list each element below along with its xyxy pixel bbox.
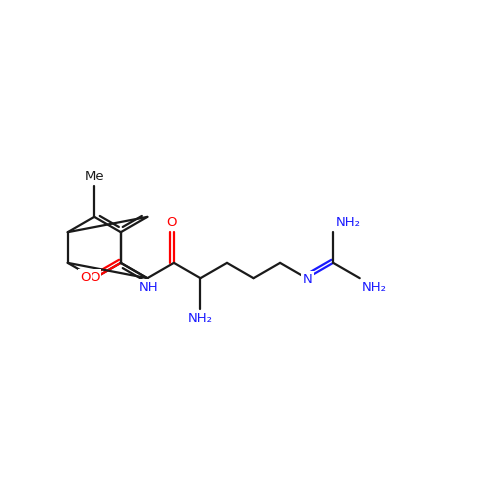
Text: NH₂: NH₂ [336, 216, 360, 228]
Text: N: N [303, 272, 312, 285]
Text: Me: Me [84, 170, 104, 183]
Text: NH₂: NH₂ [362, 280, 387, 293]
Text: NH₂: NH₂ [188, 312, 213, 326]
Text: NH: NH [138, 280, 158, 293]
Text: O: O [89, 270, 100, 283]
Text: O: O [166, 216, 176, 228]
Text: O: O [80, 270, 90, 283]
